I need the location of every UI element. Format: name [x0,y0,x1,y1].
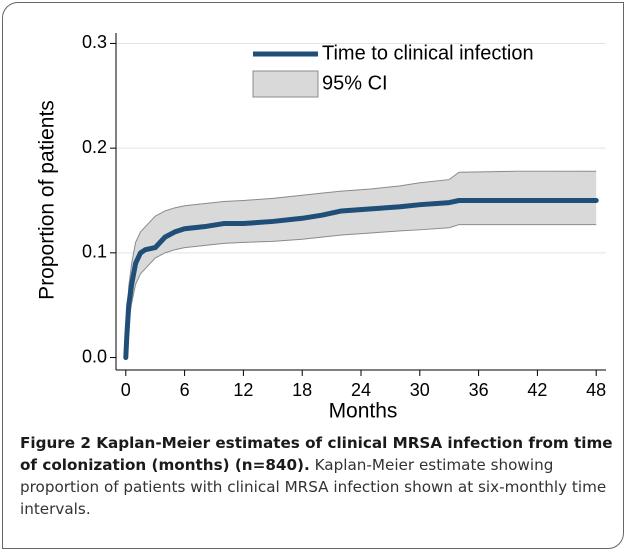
x-tick-label: 24 [351,380,371,400]
x-axis-title: Months [329,400,398,423]
x-tick-label: 36 [469,380,489,400]
ci-lower [125,224,597,358]
legend-swatch [252,70,319,98]
y-tick-label: 0.0 [82,346,107,366]
legend-label: 95% CI [322,72,388,94]
caption: Figure 2 Kaplan-Meier estimates of clini… [20,432,616,520]
chart: Months Proportion of patients 0.0 0.1 0.2 0… [36,32,607,423]
x-tick-label: 6 [180,380,190,400]
km-line [123,198,599,361]
ci-band [125,171,597,358]
x-tick-label: 42 [527,380,547,400]
figure-frame [2,2,624,549]
caption-text: Kaplan-Meier estimate showing proportion… [20,456,607,518]
y-tick-label: 0.2 [82,137,107,157]
x-tick-label: 48 [586,380,606,400]
x-tick-label: 30 [410,380,430,400]
ci-upper [125,170,597,358]
x-tick-label: 12 [233,380,253,400]
y-tick-label: 0.1 [82,242,107,262]
y-axis-title: Proportion of patients [36,100,59,300]
caption-title: Figure 2 Kaplan-Meier estimates of clini… [20,434,613,474]
legend-label: Time to clinical infection [322,42,534,64]
x-tick-label: 0 [121,380,131,400]
y-tick-label: 0.3 [82,32,107,52]
x-tick-label: 18 [292,380,312,400]
